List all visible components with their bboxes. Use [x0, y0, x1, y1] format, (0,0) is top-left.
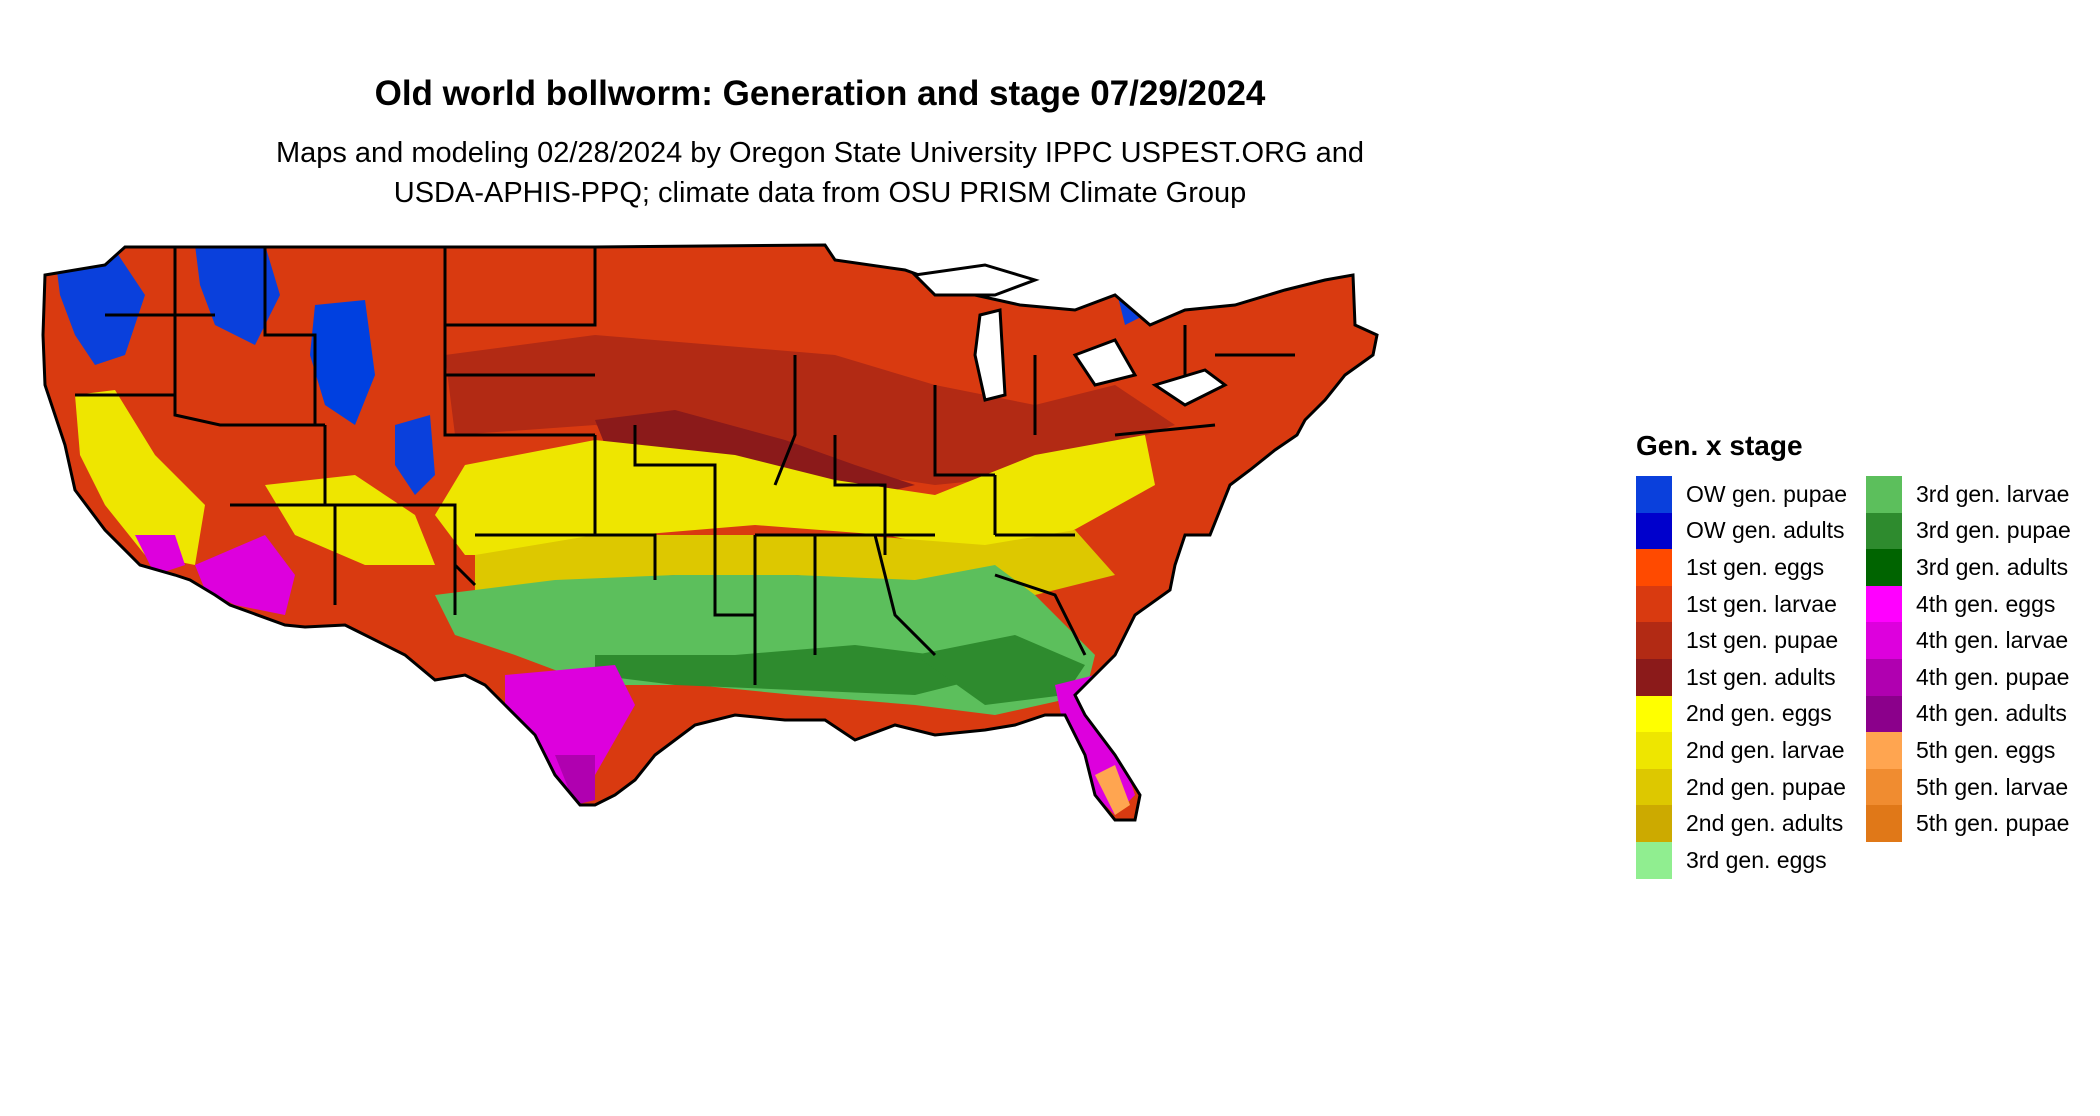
legend-item: 3rd gen. eggs: [1636, 841, 1847, 879]
legend-label: 5th gen. pupae: [1916, 810, 2070, 837]
legend-swatch: [1866, 805, 1902, 842]
legend-item: 3rd gen. pupae: [1866, 512, 2071, 550]
legend-item: 1st gen. eggs: [1636, 549, 1847, 586]
legend-swatch: [1636, 695, 1672, 733]
legend-item: 3rd gen. adults: [1866, 549, 2071, 586]
legend-item: 1st gen. larvae: [1636, 585, 1847, 623]
legend-label: 2nd gen. eggs: [1686, 700, 1832, 727]
legend-swatch: [1636, 732, 1672, 769]
legend-label: 5th gen. larvae: [1916, 773, 2069, 800]
legend-item: 4th gen. larvae: [1866, 622, 2071, 659]
legend-column-1: OW gen. pupae OW gen. adults 1st gen. eggs…: [1636, 476, 1847, 879]
subtitle-line-2: USDA-APHIS-PPQ; climate data from OSU PR…: [393, 177, 1247, 209]
legend-label: 4th gen. pupae: [1916, 663, 2070, 690]
legend-label: 1st gen. adults: [1686, 663, 1836, 690]
us-stage-map: [35, 235, 1595, 1085]
legend-swatch: [1866, 549, 1902, 586]
legend-item: 1st gen. pupae: [1636, 622, 1847, 659]
legend-swatch: [1636, 549, 1672, 586]
legend-label: 4th gen. larvae: [1916, 627, 2069, 654]
legend-item: 5th gen. larvae: [1866, 768, 2071, 806]
legend-label: 4th gen. eggs: [1916, 590, 2056, 617]
legend-item: 2nd gen. larvae: [1636, 732, 1847, 769]
legend-item: 3rd gen. larvae: [1866, 476, 2071, 513]
legend-label: 2nd gen. adults: [1686, 810, 1844, 837]
legend-label: OW gen. pupae: [1686, 480, 1848, 507]
legend-label: 2nd gen. larvae: [1686, 736, 1845, 763]
map-subtitle: Maps and modeling 02/28/2024 by Oregon S…: [0, 133, 1640, 213]
legend-swatch: [1636, 476, 1672, 513]
legend-swatch: [1636, 512, 1672, 550]
legend-label: 1st gen. larvae: [1686, 590, 1837, 617]
legend-item: 2nd gen. pupae: [1636, 768, 1847, 806]
legend-item: 5th gen. eggs: [1866, 732, 2071, 769]
legend-swatch: [1636, 622, 1672, 659]
legend-label: 5th gen. eggs: [1916, 736, 2056, 763]
legend-swatch: [1636, 841, 1672, 879]
legend-swatch: [1866, 585, 1902, 623]
legend-label: 1st gen. pupae: [1686, 627, 1839, 654]
state-borders: [41, 243, 1379, 822]
legend-item: 4th gen. adults: [1866, 695, 2071, 733]
legend-item: 4th gen. eggs: [1866, 585, 2071, 623]
legend-swatch: [1866, 732, 1902, 769]
legend-label: 3rd gen. eggs: [1686, 846, 1827, 873]
legend-label: 1st gen. eggs: [1686, 553, 1825, 580]
legend-swatch: [1866, 658, 1902, 696]
legend-label: 3rd gen. adults: [1916, 553, 2069, 580]
legend-swatch: [1636, 805, 1672, 842]
legend-label: 4th gen. adults: [1916, 700, 2067, 727]
legend-swatch: [1636, 768, 1672, 806]
legend-swatch: [1636, 585, 1672, 623]
great-lakes: [911, 263, 1228, 407]
legend-swatch: [1866, 512, 1902, 550]
legend-item: 1st gen. adults: [1636, 658, 1847, 696]
legend-title: Gen. x stage: [1636, 430, 1803, 461]
subtitle-line-1: Maps and modeling 02/28/2024 by Oregon S…: [275, 137, 1365, 169]
legend-label: 2nd gen. pupae: [1686, 773, 1846, 800]
legend-swatch: [1866, 768, 1902, 806]
legend-item: OW gen. pupae: [1636, 476, 1847, 513]
map-title: Old world bollworm: Generation and stage…: [374, 74, 1266, 113]
legend-swatch: [1866, 622, 1902, 659]
legend-column-2: 3rd gen. larvae 3rd gen. pupae 3rd gen. ad…: [1866, 476, 2071, 842]
legend-item: 2nd gen. adults: [1636, 805, 1847, 842]
legend: Gen. x stage OW gen. pupae OW gen. adults…: [1636, 430, 2096, 900]
legend-label: 3rd gen. pupae: [1916, 517, 2071, 544]
legend-item: 5th gen. pupae: [1866, 805, 2071, 842]
legend-item: 4th gen. pupae: [1866, 658, 2071, 696]
legend-item: 2nd gen. eggs: [1636, 695, 1847, 733]
legend-swatch: [1866, 476, 1902, 513]
legend-label: 3rd gen. larvae: [1916, 480, 2070, 507]
legend-swatch: [1866, 695, 1902, 733]
legend-label: OW gen. adults: [1686, 517, 1845, 544]
legend-swatch: [1636, 658, 1672, 696]
legend-item: OW gen. adults: [1636, 512, 1847, 550]
